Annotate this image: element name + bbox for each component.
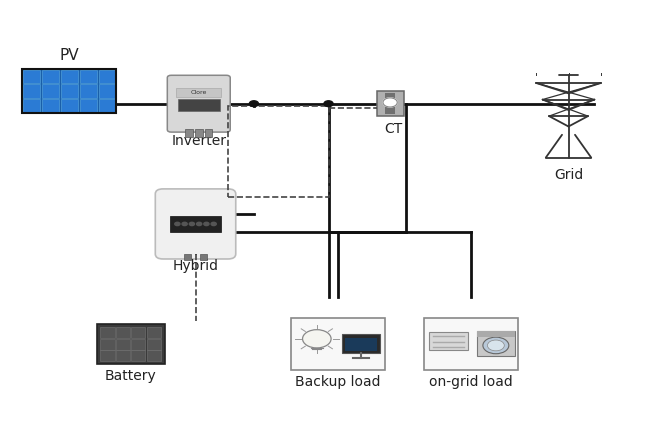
Text: on-grid load: on-grid load [429, 375, 513, 389]
Circle shape [250, 101, 258, 107]
FancyBboxPatch shape [22, 69, 116, 113]
Circle shape [303, 330, 331, 348]
FancyBboxPatch shape [99, 85, 116, 98]
FancyBboxPatch shape [42, 70, 59, 83]
FancyBboxPatch shape [61, 85, 78, 98]
FancyBboxPatch shape [23, 99, 40, 112]
FancyBboxPatch shape [429, 332, 468, 349]
FancyBboxPatch shape [101, 327, 114, 338]
FancyBboxPatch shape [177, 99, 220, 111]
Circle shape [483, 337, 509, 354]
FancyBboxPatch shape [79, 85, 97, 98]
FancyBboxPatch shape [116, 351, 130, 361]
FancyBboxPatch shape [23, 85, 40, 98]
FancyBboxPatch shape [147, 327, 161, 338]
FancyBboxPatch shape [185, 129, 193, 137]
FancyBboxPatch shape [61, 99, 78, 112]
Circle shape [196, 222, 202, 225]
FancyBboxPatch shape [131, 351, 145, 361]
FancyBboxPatch shape [342, 334, 380, 353]
FancyBboxPatch shape [204, 129, 212, 137]
Text: Grid: Grid [554, 168, 583, 182]
FancyBboxPatch shape [155, 189, 236, 259]
FancyBboxPatch shape [131, 327, 145, 338]
Text: Inverter: Inverter [171, 134, 226, 148]
Text: PV: PV [59, 48, 79, 63]
FancyBboxPatch shape [176, 88, 221, 97]
FancyBboxPatch shape [61, 70, 78, 83]
FancyBboxPatch shape [477, 331, 514, 356]
Text: Backup load: Backup load [296, 375, 381, 389]
Circle shape [383, 98, 397, 107]
FancyBboxPatch shape [424, 318, 518, 370]
FancyBboxPatch shape [42, 85, 59, 98]
FancyBboxPatch shape [376, 91, 404, 116]
FancyBboxPatch shape [195, 129, 202, 137]
Circle shape [324, 101, 333, 107]
FancyBboxPatch shape [185, 254, 191, 260]
FancyBboxPatch shape [79, 70, 97, 83]
FancyBboxPatch shape [101, 351, 114, 361]
FancyBboxPatch shape [79, 99, 97, 112]
Circle shape [189, 222, 194, 225]
Text: Battery: Battery [104, 369, 156, 383]
FancyBboxPatch shape [170, 216, 221, 232]
Text: CT: CT [384, 122, 403, 136]
Circle shape [182, 222, 187, 225]
FancyBboxPatch shape [291, 318, 385, 370]
FancyBboxPatch shape [97, 324, 165, 364]
FancyBboxPatch shape [99, 99, 116, 112]
FancyBboxPatch shape [116, 339, 130, 350]
Text: Hybrid: Hybrid [173, 259, 219, 273]
FancyBboxPatch shape [200, 254, 206, 260]
FancyBboxPatch shape [101, 339, 114, 350]
FancyBboxPatch shape [168, 75, 230, 132]
FancyBboxPatch shape [99, 70, 116, 83]
Circle shape [487, 340, 505, 351]
FancyBboxPatch shape [147, 339, 161, 350]
FancyBboxPatch shape [345, 338, 377, 351]
FancyBboxPatch shape [23, 70, 40, 83]
Circle shape [211, 222, 216, 225]
Text: Clore: Clore [191, 90, 207, 95]
FancyBboxPatch shape [42, 99, 59, 112]
FancyBboxPatch shape [116, 327, 130, 338]
FancyBboxPatch shape [477, 331, 514, 337]
FancyBboxPatch shape [147, 351, 161, 361]
FancyBboxPatch shape [385, 93, 396, 115]
Circle shape [175, 222, 180, 225]
Circle shape [204, 222, 209, 225]
FancyBboxPatch shape [131, 339, 145, 350]
